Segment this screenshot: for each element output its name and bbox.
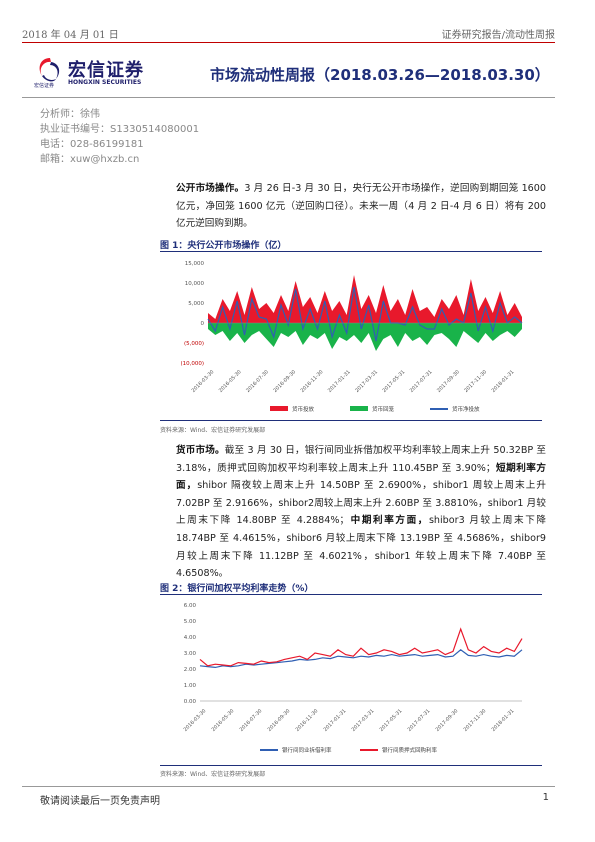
- money-market-lead: 货币市场。: [176, 445, 225, 456]
- header-divider: [22, 42, 555, 43]
- x-tick-label: 2017-07-31: [407, 708, 432, 733]
- legend-swatch: [270, 406, 288, 411]
- analyst-email[interactable]: 邮箱：xuw@hxzb.cn: [40, 154, 140, 165]
- series-line-1: [199, 627, 523, 667]
- y-tick-label: (10,000): [180, 361, 204, 367]
- x-tick-label: 2016-07-30: [239, 708, 264, 733]
- figure2-title: 图 2：银行间加权平均利率走势（%）: [160, 584, 314, 594]
- y-tick-label: 15,000: [185, 261, 205, 267]
- money-market-text-a: 截至 3 月 30 日，银行间同业拆借加权平均利率较上周末上升 50.32BP …: [176, 445, 546, 474]
- x-tick-label: 2016-03-30: [191, 369, 216, 394]
- x-tick-label: 2018-01-31: [491, 369, 516, 394]
- series-line-0: [199, 649, 523, 669]
- logo-text-small: 宏信证券: [34, 83, 55, 89]
- figure1-source: 资料来源：Wind、宏信证券研究发展部: [160, 427, 266, 434]
- disclaimer-link[interactable]: 敬请阅读最后一页免责声明: [40, 796, 160, 807]
- y-tick-label: 10,000: [185, 281, 205, 287]
- x-tick-label: 2016-07-30: [245, 369, 270, 394]
- legend-label: 银行间质押式回购利率: [382, 746, 438, 754]
- company-logo: 宏信证券 HONGXIN SECURITIES 宏信证券: [34, 54, 164, 90]
- legend-label: 货币投放: [292, 405, 315, 413]
- logo-text-en: HONGXIN SECURITIES: [68, 79, 142, 86]
- y-tick-label: 0: [201, 321, 205, 327]
- x-tick-label: 2016-11-30: [295, 708, 320, 733]
- report-category: 证券研究报告/流动性周报: [441, 30, 555, 41]
- short-rate-lead: 短期利率方面，: [176, 462, 547, 492]
- figure2-top-line: [160, 594, 542, 595]
- x-tick-label: 2016-09-30: [267, 708, 292, 733]
- report-date: 2018 年 04 月 01 日: [22, 30, 119, 41]
- y-tick-label: 1.00: [184, 683, 197, 689]
- figure2-source: 资料来源：Wind、宏信证券研究发展部: [160, 771, 266, 778]
- logo-mark-icon: [39, 58, 60, 82]
- x-tick-label: 2017-03-31: [354, 369, 379, 394]
- figure1-chart: 15,000 10,000 5,000 0 (5,000) (10,000) 2016-03…: [180, 261, 523, 413]
- x-tick-label: 2017-11-30: [463, 369, 488, 394]
- x-tick-label: 2016-11-30: [300, 369, 325, 394]
- x-tick-label: 2017-03-31: [351, 708, 376, 733]
- y-tick-label: (5,000): [184, 341, 204, 347]
- legend-label: 货币净投放: [452, 405, 480, 413]
- open-market-lead: 公开市场操作。: [176, 183, 245, 194]
- x-tick-label: 2017-05-31: [382, 369, 407, 394]
- page-number: 1: [542, 792, 549, 803]
- x-tick-label: 2016-03-30: [183, 708, 208, 733]
- analyst-info: 分析师：徐伟 执业证书编号：S1330514080001 电话：028-8619…: [40, 107, 199, 167]
- open-market-text: 3 月 26 日-3 月 30 日，央行无公开市场操作，逆回购到期回笼 1600…: [176, 183, 546, 230]
- figure1-bottom-line: [160, 420, 542, 421]
- x-tick-label: 2017-05-31: [379, 708, 404, 733]
- figure2-bottom-line: [160, 765, 542, 766]
- legend-label: 银行间同业拆借利率: [282, 746, 332, 754]
- open-market-paragraph: 公开市场操作。3 月 26 日-3 月 30 日，央行无公开市场操作，逆回购到期…: [176, 180, 546, 233]
- figure1-top-line: [160, 251, 542, 252]
- y-tick-label: 5.00: [184, 619, 197, 625]
- footer-divider: [22, 786, 555, 787]
- x-tick-label: 2017-09-30: [436, 369, 461, 394]
- x-tick-label: 2018-01-31: [491, 708, 516, 733]
- title-divider: [22, 97, 555, 98]
- money-market-text-b: shibor 隔夜较上周末上升 14.50BP 至 2.6900%，shibor…: [176, 480, 546, 527]
- money-market-text-c: shibor3 月较上周末下降 18.74BP 至 4.4615%，shibor…: [176, 515, 546, 580]
- x-tick-label: 2017-11-30: [463, 708, 488, 733]
- logo-text-cn: 宏信证券: [68, 60, 144, 81]
- y-tick-label: 6.00: [184, 603, 197, 609]
- y-tick-label: 3.00: [184, 651, 197, 657]
- analyst-license: 执业证书编号：S1330514080001: [40, 124, 200, 135]
- money-market-paragraph: 货币市场。截至 3 月 30 日，银行间同业拆借加权平均利率较上周末上升 50.…: [176, 442, 546, 583]
- x-tick-label: 2017-07-31: [409, 369, 434, 394]
- series-area-0: [208, 275, 522, 323]
- x-tick-label: 2016-05-30: [218, 369, 243, 394]
- legend-swatch: [350, 406, 368, 411]
- mid-rate-lead: 中期利率方面，: [349, 515, 429, 527]
- x-tick-label: 2017-09-30: [435, 708, 460, 733]
- series-line-2: [207, 286, 523, 342]
- y-tick-label: 2.00: [184, 667, 197, 673]
- series-area-1: [208, 323, 522, 351]
- x-tick-label: 2016-09-30: [272, 369, 297, 394]
- x-tick-label: 2017-01-31: [323, 708, 348, 733]
- x-tick-label: 2016-05-30: [211, 708, 236, 733]
- report-title: 市场流动性周报（2018.03.26—2018.03.30）: [210, 66, 550, 84]
- x-tick-label: 2017-01-31: [327, 369, 352, 394]
- figure1-title: 图 1：央行公开市场操作（亿）: [160, 241, 287, 251]
- y-tick-label: 4.00: [184, 635, 197, 641]
- y-tick-label: 5,000: [188, 301, 204, 307]
- analyst-phone: 电话：028-86199181: [40, 139, 144, 150]
- y-tick-label: 0.00: [184, 699, 197, 705]
- analyst-name: 分析师：徐伟: [40, 109, 100, 120]
- legend-label: 货币回笼: [372, 405, 395, 413]
